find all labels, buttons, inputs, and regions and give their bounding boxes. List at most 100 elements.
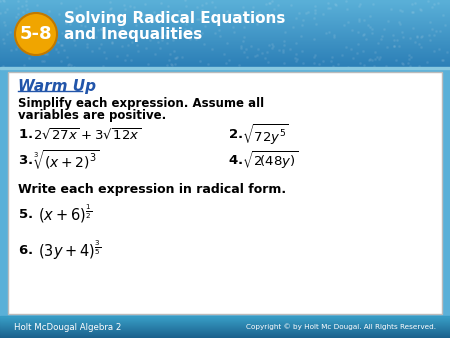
- Bar: [0, 20, 450, 21]
- Text: $\sqrt{72y^5}$: $\sqrt{72y^5}$: [242, 123, 289, 147]
- Bar: [0, 66, 450, 67]
- Bar: [0, 5, 450, 6]
- Bar: [0, 40, 450, 41]
- Bar: [0, 0, 450, 1]
- Bar: [0, 50, 450, 51]
- Bar: [0, 42, 450, 43]
- Bar: [0, 323, 450, 324]
- Bar: [0, 326, 450, 327]
- Bar: [0, 324, 450, 325]
- Bar: [0, 27, 450, 28]
- Text: $2\sqrt{27x}+3\sqrt{12x}$: $2\sqrt{27x}+3\sqrt{12x}$: [33, 127, 141, 143]
- Bar: [0, 31, 450, 32]
- Bar: [0, 15, 450, 16]
- Bar: [0, 327, 450, 328]
- Bar: [0, 6, 450, 7]
- Bar: [0, 21, 450, 22]
- Bar: [0, 34, 450, 35]
- Bar: [0, 28, 450, 29]
- Bar: [0, 3, 450, 4]
- Text: $\sqrt{2\!\left(48y\right)}$: $\sqrt{2\!\left(48y\right)}$: [242, 149, 298, 171]
- Bar: [0, 331, 450, 332]
- Bar: [0, 64, 450, 65]
- Bar: [0, 16, 450, 17]
- Text: $\sqrt[3]{\left(x+2\right)^3}$: $\sqrt[3]{\left(x+2\right)^3}$: [33, 148, 99, 172]
- Bar: [0, 29, 450, 30]
- Bar: [0, 62, 450, 63]
- Text: and Inequalities: and Inequalities: [64, 27, 202, 43]
- Bar: [0, 336, 450, 337]
- Bar: [0, 319, 450, 320]
- Text: $\mathbf{1.}$: $\mathbf{1.}$: [18, 128, 33, 142]
- FancyBboxPatch shape: [8, 72, 442, 314]
- Text: $\left(x+6\right)^{\frac{1}{2}}$: $\left(x+6\right)^{\frac{1}{2}}$: [38, 202, 92, 225]
- Bar: [0, 63, 450, 64]
- Bar: [0, 2, 450, 3]
- Bar: [0, 48, 450, 49]
- Bar: [0, 36, 450, 37]
- Bar: [0, 10, 450, 11]
- Text: $\mathbf{4.}$: $\mathbf{4.}$: [228, 153, 243, 167]
- Text: $\mathbf{2.}$: $\mathbf{2.}$: [228, 128, 243, 142]
- Bar: [0, 39, 450, 40]
- Bar: [0, 322, 450, 323]
- Bar: [0, 320, 450, 321]
- Bar: [0, 11, 450, 12]
- Bar: [0, 333, 450, 334]
- Bar: [0, 53, 450, 54]
- Bar: [0, 318, 450, 319]
- Bar: [0, 9, 450, 10]
- Bar: [0, 60, 450, 61]
- Bar: [0, 337, 450, 338]
- Bar: [0, 32, 450, 33]
- Bar: [0, 54, 450, 55]
- Bar: [0, 65, 450, 66]
- Text: Copyright © by Holt Mc Dougal. All Rights Reserved.: Copyright © by Holt Mc Dougal. All Right…: [246, 324, 436, 330]
- Bar: [0, 7, 450, 8]
- Bar: [0, 13, 450, 14]
- Text: Solving Radical Equations: Solving Radical Equations: [64, 10, 285, 25]
- Bar: [0, 38, 450, 39]
- Bar: [0, 30, 450, 31]
- Bar: [0, 19, 450, 20]
- Bar: [0, 23, 450, 24]
- Bar: [0, 46, 450, 47]
- Bar: [0, 43, 450, 44]
- Bar: [0, 57, 450, 58]
- Text: Write each expression in radical form.: Write each expression in radical form.: [18, 184, 286, 196]
- Bar: [0, 14, 450, 15]
- Bar: [0, 58, 450, 59]
- Bar: [0, 22, 450, 23]
- Bar: [0, 330, 450, 331]
- Circle shape: [15, 13, 57, 55]
- Bar: [0, 18, 450, 19]
- Bar: [0, 335, 450, 336]
- Text: $\mathbf{5.}$: $\mathbf{5.}$: [18, 208, 33, 220]
- Text: $\mathbf{6.}$: $\mathbf{6.}$: [18, 243, 33, 257]
- Bar: [0, 329, 450, 330]
- Bar: [0, 1, 450, 2]
- Bar: [0, 67, 450, 68]
- Bar: [0, 334, 450, 335]
- Bar: [0, 17, 450, 18]
- Bar: [0, 317, 450, 318]
- Bar: [0, 325, 450, 326]
- Bar: [0, 52, 450, 53]
- Bar: [0, 56, 450, 57]
- Text: Simplify each expression. Assume all: Simplify each expression. Assume all: [18, 97, 264, 111]
- Text: Holt McDougal Algebra 2: Holt McDougal Algebra 2: [14, 322, 122, 332]
- Text: $\mathbf{3.}$: $\mathbf{3.}$: [18, 153, 33, 167]
- Text: 5-8: 5-8: [20, 25, 52, 43]
- Text: variables are positive.: variables are positive.: [18, 110, 166, 122]
- Bar: [0, 12, 450, 13]
- Bar: [0, 61, 450, 62]
- Bar: [0, 332, 450, 333]
- Bar: [0, 328, 450, 329]
- Bar: [0, 33, 450, 34]
- Bar: [0, 51, 450, 52]
- Bar: [0, 41, 450, 42]
- Bar: [0, 24, 450, 25]
- Bar: [0, 25, 450, 26]
- Bar: [0, 4, 450, 5]
- Bar: [0, 49, 450, 50]
